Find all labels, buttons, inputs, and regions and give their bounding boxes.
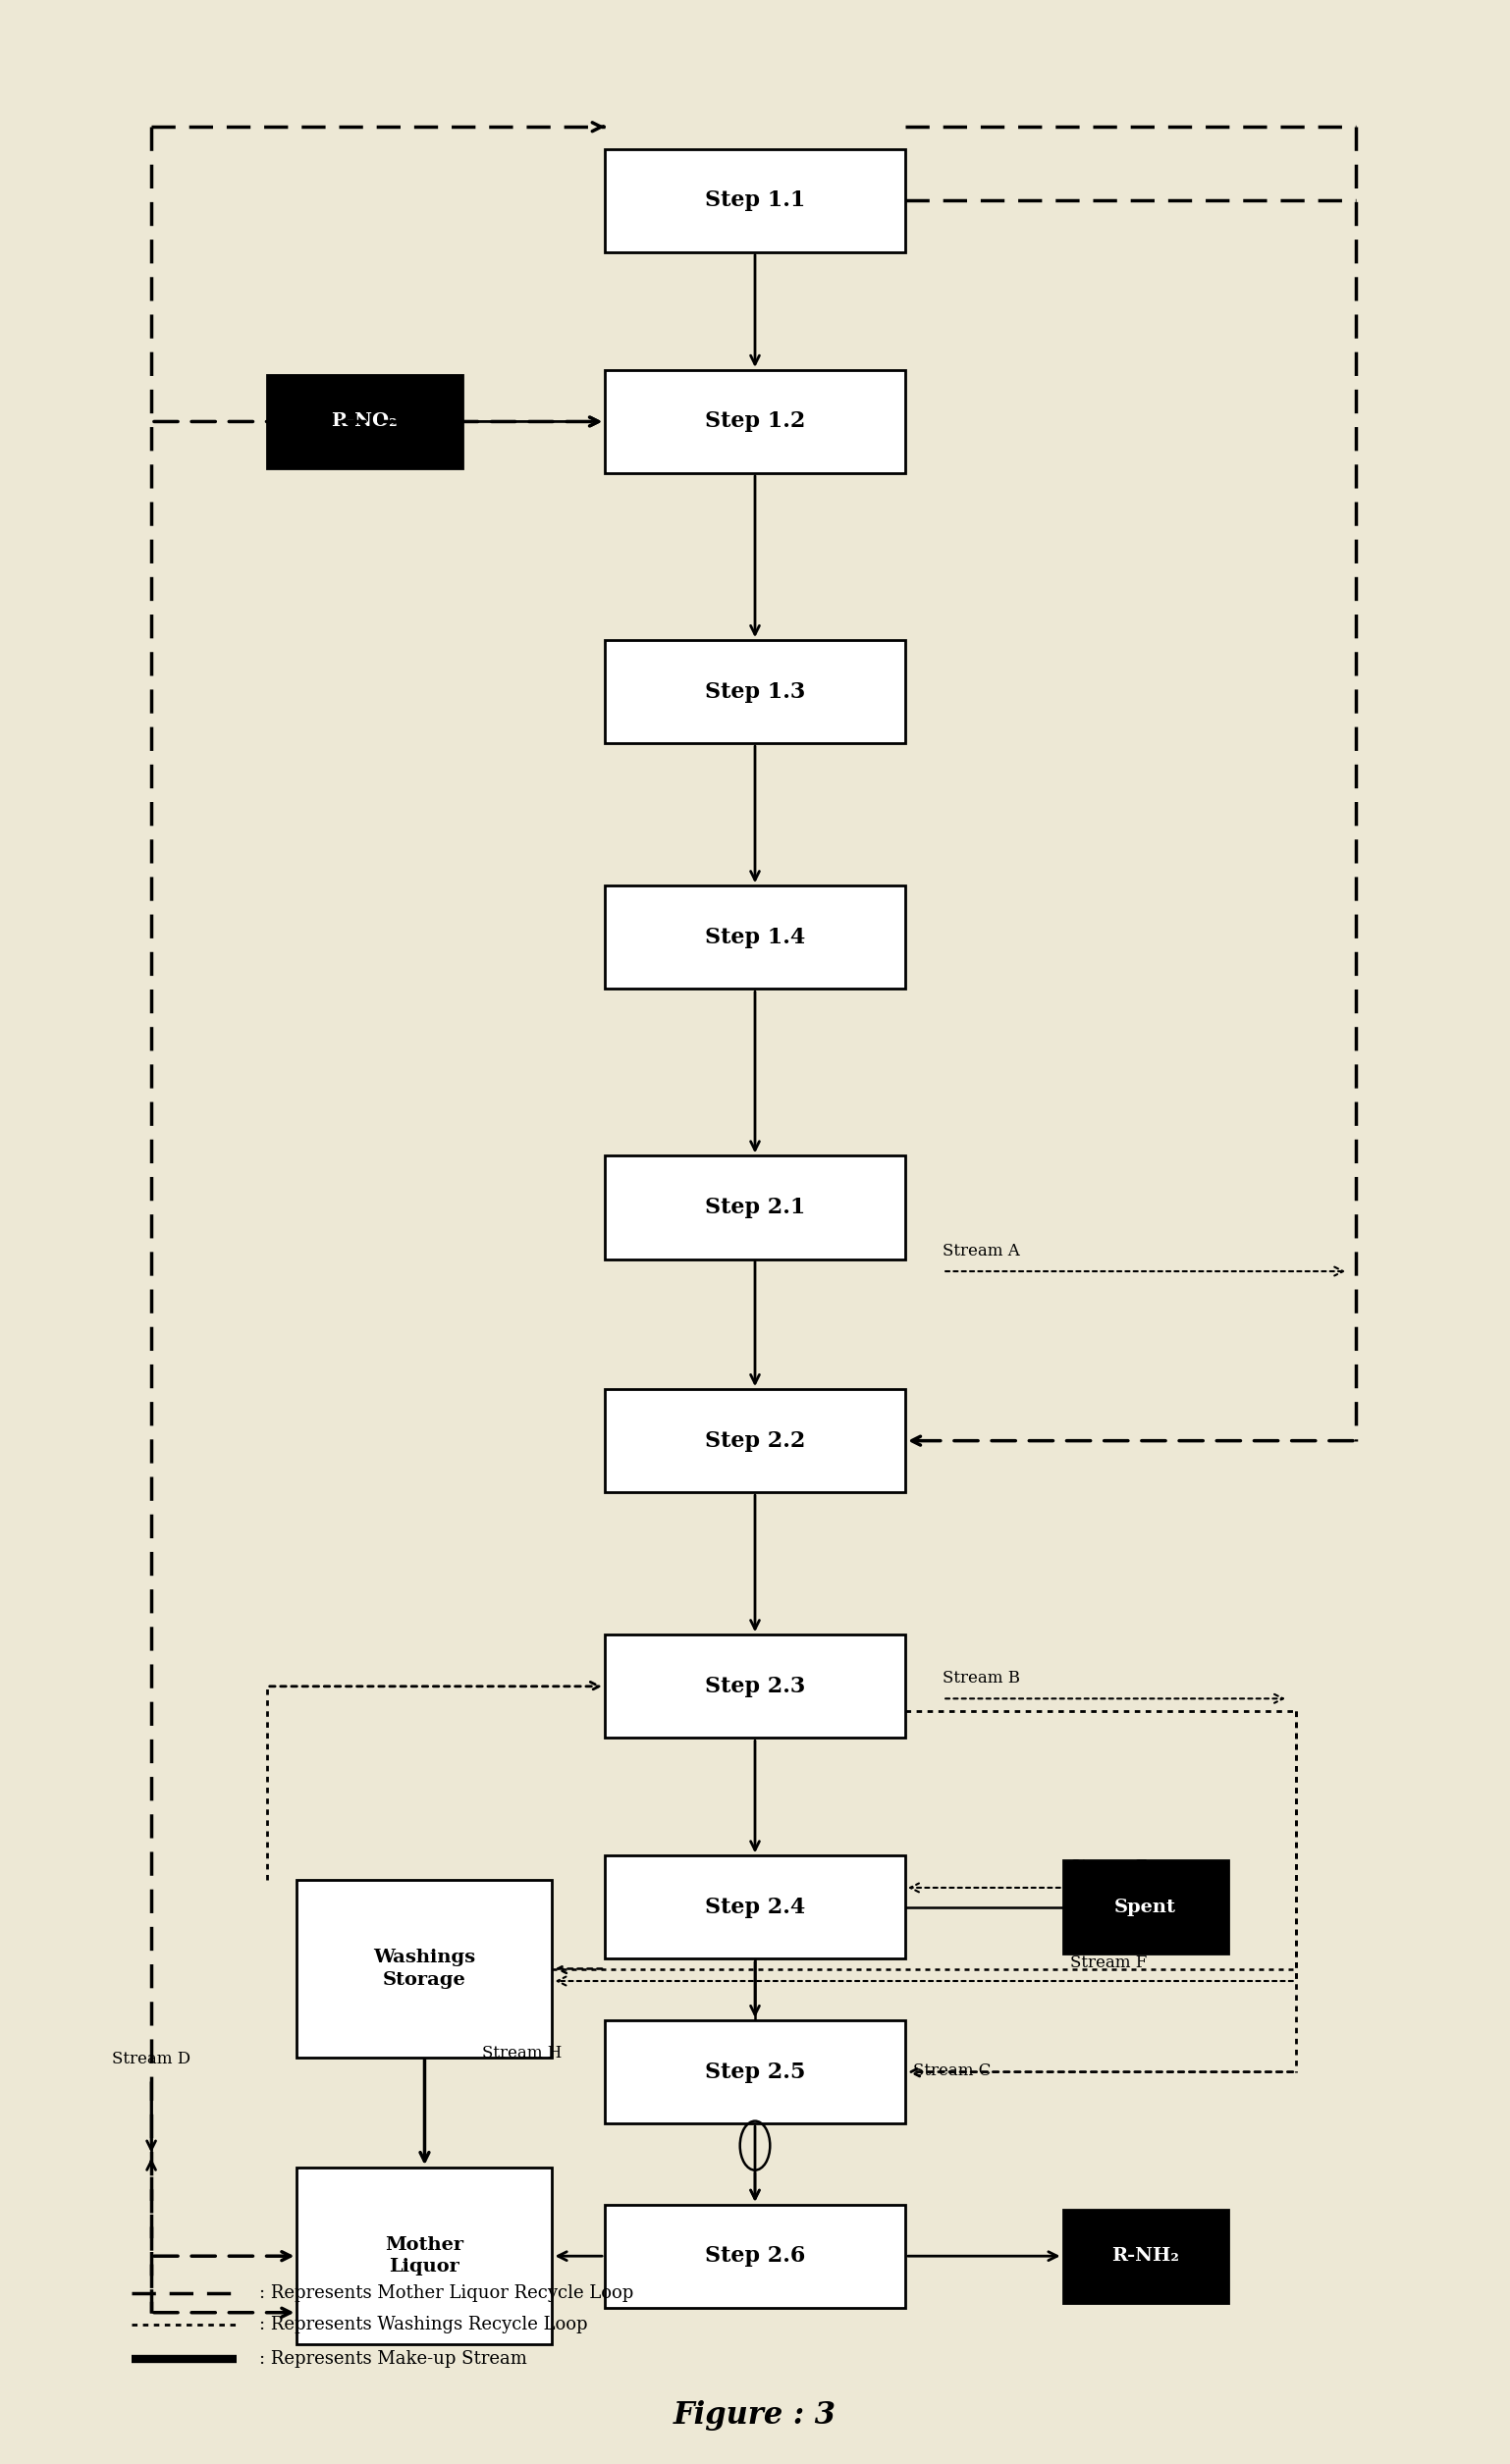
- FancyBboxPatch shape: [267, 375, 462, 468]
- Text: : Represents Washings Recycle Loop: : Represents Washings Recycle Loop: [260, 2316, 587, 2333]
- Text: : Represents Mother Liquor Recycle Loop: : Represents Mother Liquor Recycle Loop: [260, 2284, 634, 2301]
- FancyBboxPatch shape: [606, 148, 904, 251]
- FancyBboxPatch shape: [606, 1855, 904, 1959]
- FancyBboxPatch shape: [1063, 2210, 1228, 2304]
- FancyBboxPatch shape: [606, 1156, 904, 1259]
- Text: Step 2.5: Step 2.5: [705, 2060, 805, 2082]
- Text: Stream B: Stream B: [942, 1671, 1021, 1685]
- FancyBboxPatch shape: [606, 641, 904, 744]
- FancyBboxPatch shape: [606, 2205, 904, 2309]
- Text: Stream D: Stream D: [112, 2050, 190, 2067]
- FancyBboxPatch shape: [606, 1390, 904, 1493]
- Text: Step 1.2: Step 1.2: [705, 411, 805, 431]
- Text: Mother
Liquor: Mother Liquor: [385, 2237, 464, 2277]
- FancyBboxPatch shape: [297, 2168, 553, 2343]
- Text: Step 2.3: Step 2.3: [705, 1676, 805, 1698]
- Text: R-NO₂: R-NO₂: [331, 414, 397, 431]
- Text: Spent: Spent: [1114, 1900, 1176, 1917]
- Text: Figure : 3: Figure : 3: [673, 2400, 837, 2432]
- Text: Step 1.1: Step 1.1: [705, 190, 805, 212]
- Text: Step 1.4: Step 1.4: [705, 926, 805, 949]
- Text: Washings
Storage: Washings Storage: [373, 1949, 476, 1988]
- FancyBboxPatch shape: [606, 885, 904, 988]
- Text: Step 2.1: Step 2.1: [705, 1198, 805, 1217]
- Text: Stream F: Stream F: [1071, 1954, 1148, 1971]
- FancyBboxPatch shape: [606, 370, 904, 473]
- Text: : Represents Make-up Stream: : Represents Make-up Stream: [260, 2351, 527, 2368]
- Text: Step 2.2: Step 2.2: [705, 1429, 805, 1451]
- Text: R-NH₂: R-NH₂: [1111, 2247, 1179, 2264]
- FancyBboxPatch shape: [1063, 1860, 1228, 1954]
- Text: Step 2.6: Step 2.6: [705, 2245, 805, 2267]
- Text: Step 1.3: Step 1.3: [705, 680, 805, 702]
- Text: Step 2.4: Step 2.4: [705, 1897, 805, 1917]
- Text: Stream C: Stream C: [912, 2062, 991, 2080]
- Text: Stream A: Stream A: [942, 1242, 1021, 1259]
- FancyBboxPatch shape: [297, 1880, 553, 2057]
- FancyBboxPatch shape: [606, 1634, 904, 1737]
- FancyBboxPatch shape: [606, 2020, 904, 2124]
- Text: Stream H: Stream H: [482, 2045, 562, 2062]
- Text: Stream E: Stream E: [1071, 1858, 1148, 1875]
